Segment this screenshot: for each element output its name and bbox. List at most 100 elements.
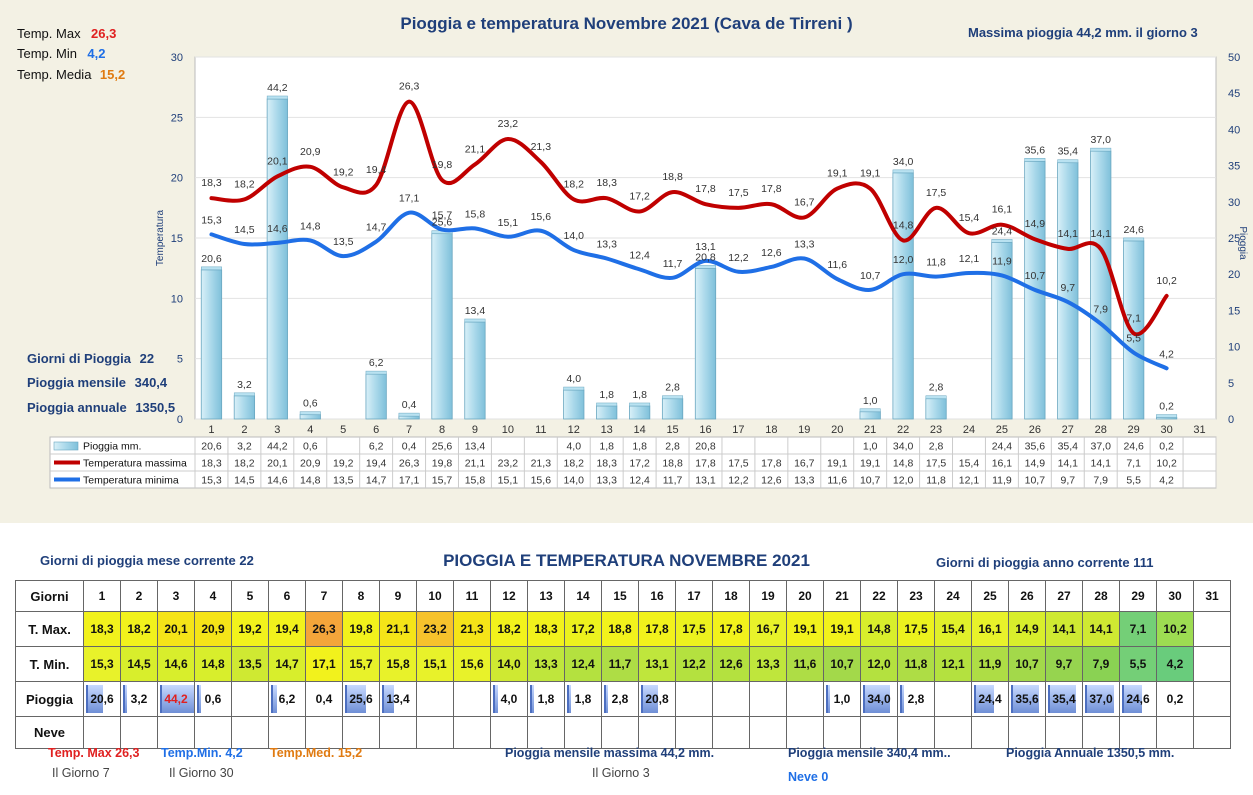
y-axis-label-left: Temperatura	[155, 209, 166, 266]
tmax-cell: 21,1	[379, 611, 417, 647]
rain-monthly-stat: Pioggia mensile 340,4	[27, 375, 167, 390]
rain-cell-value: 25,6	[349, 692, 373, 706]
tmax-data-label: 17,5	[728, 187, 749, 199]
day-cell: 18	[712, 580, 750, 612]
rain-bar	[661, 398, 684, 420]
day-cell: 13	[527, 580, 565, 612]
tmax-cell: 23,2	[416, 611, 454, 647]
snow-cell	[231, 716, 269, 749]
data-table-cell: 17,1	[399, 475, 420, 487]
data-table-cell: 13,5	[333, 475, 354, 487]
x-tick: 6	[373, 424, 379, 436]
footer-tmin: Temp.Min. 4,2	[161, 746, 243, 760]
rain-cell	[712, 681, 750, 717]
data-table-cell: 19,8	[432, 458, 453, 470]
tmin-cell: 15,1	[416, 646, 454, 682]
y-axis-label-right: Pioggia	[1237, 226, 1248, 260]
rain-cell	[1193, 681, 1231, 717]
tmin-data-label: 4,2	[1159, 348, 1174, 360]
day-cell: 16	[638, 580, 676, 612]
rain-data-label: 6,2	[369, 357, 384, 369]
rain-data-label: 34,0	[893, 156, 914, 168]
rain-bar	[233, 395, 256, 420]
x-tick: 5	[340, 424, 346, 436]
day-cell: 21	[823, 580, 861, 612]
data-table-cell: 14,1	[1058, 458, 1079, 470]
tmax-cell: 7,1	[1119, 611, 1157, 647]
y-tick-right: 45	[1228, 88, 1240, 100]
x-tick: 2	[241, 424, 247, 436]
tmax-data-label: 17,8	[761, 183, 782, 195]
tmin-cell: 4,2	[1156, 646, 1194, 682]
snow-cell	[379, 716, 417, 749]
day-cell: 19	[749, 580, 787, 612]
data-table-cell: 17,2	[629, 458, 650, 470]
tmin-cell: 12,0	[860, 646, 898, 682]
rain-cell-bar	[567, 685, 571, 713]
row-label-days: Giorni	[15, 580, 84, 612]
rain-bar	[431, 233, 453, 420]
stat-tmed-value: 15,2	[99, 67, 126, 82]
day-cell: 6	[268, 580, 306, 612]
rain-bar	[892, 172, 914, 420]
footer-tmax: Temp. Max 26,3	[48, 746, 140, 760]
tmax-data-label: 18,8	[662, 171, 683, 183]
tmin-cell: 11,9	[971, 646, 1009, 682]
tmin-data-label: 15,7	[432, 210, 453, 222]
rain-cell-value: 35,6	[1015, 692, 1039, 706]
tmin-data-label: 11,8	[926, 257, 946, 269]
snow-cell	[416, 716, 454, 749]
rain-cell-bar	[1048, 685, 1076, 713]
rain-cell-bar	[382, 685, 394, 713]
tmin-line	[209, 210, 1169, 371]
tmax-data-label: 16,1	[992, 204, 1013, 216]
data-table-cell: 18,3	[201, 458, 222, 470]
tmin-cell: 13,3	[749, 646, 787, 682]
rain-data-label: 0,2	[1159, 401, 1174, 413]
rain-cell-value: 34,0	[867, 692, 891, 706]
tmin-row: T. Min. 15,3 14,5 14,6 14,8 13,5 14,7 17,1 15,7…	[15, 646, 1231, 682]
rain-data-label: 20,8	[695, 251, 716, 263]
rain-cell: 25,6	[342, 681, 380, 717]
data-table-cell: 13,3	[794, 475, 815, 487]
rain-data-label: 4,0	[566, 373, 581, 385]
rain-bar-cap	[266, 95, 288, 100]
tmax-cell: 14,1	[1082, 611, 1120, 647]
tmax-data-label: 17,2	[629, 190, 650, 202]
y-tick-left: 15	[171, 233, 183, 245]
day-cell: 23	[897, 580, 935, 612]
rain-cell: 24,4	[971, 681, 1009, 717]
data-table-cell: 15,3	[201, 475, 222, 487]
y-tick-right: 20	[1228, 269, 1240, 281]
chart-title: Pioggia e temperatura Novembre 2021 (Cav…	[400, 14, 853, 33]
x-tick: 27	[1062, 424, 1074, 436]
day-cell: 31	[1193, 580, 1231, 612]
data-table-cell: 23,2	[498, 458, 519, 470]
rain-cell-value: 1,8	[537, 692, 555, 706]
rain-data-label: 20,6	[201, 253, 222, 265]
rain-annual-label: Pioggia annuale	[27, 400, 127, 415]
data-table-cell: 3,2	[237, 441, 252, 453]
x-tick: 18	[765, 424, 777, 436]
data-table-cell: 14,6	[267, 475, 288, 487]
rain-cell-value: 2,8	[611, 692, 629, 706]
data-table-cell: 19,1	[827, 458, 848, 470]
rain-annual-stat: Pioggia annuale 1350,5	[27, 400, 175, 415]
stat-tmed-label: Temp. Media	[17, 67, 92, 82]
tmin-data-label: 15,3	[201, 214, 222, 226]
rain-bar-cap	[596, 402, 618, 407]
rain-bar-cap	[1123, 237, 1145, 242]
tmin-data-label: 15,6	[531, 211, 552, 223]
data-table-cell: 7,1	[1126, 458, 1141, 470]
tmax-cell: 19,8	[342, 611, 380, 647]
rain-days-label: Giorni di Pioggia	[27, 351, 131, 366]
snow-cell	[1193, 716, 1231, 749]
data-table-cell: 17,5	[926, 458, 947, 470]
tmax-cell: 18,3	[83, 611, 121, 647]
rain-cell-bar	[197, 685, 201, 713]
rain-bar	[1123, 240, 1145, 420]
tmin-cell: 12,1	[934, 646, 972, 682]
rain-cell-bar	[493, 685, 498, 713]
tmax-cell: 10,2	[1156, 611, 1194, 647]
footer-monthly: Pioggia mensile 340,4 mm..	[788, 746, 951, 760]
